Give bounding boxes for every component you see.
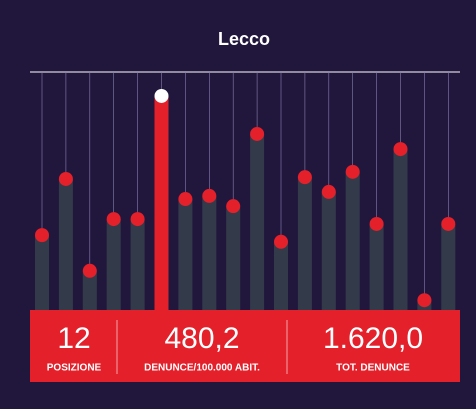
bar bbox=[441, 223, 456, 310]
dot bbox=[82, 263, 97, 278]
dot bbox=[58, 171, 73, 186]
bar bbox=[369, 223, 384, 310]
stat-label: POSIZIONE bbox=[47, 363, 102, 374]
bar bbox=[250, 133, 265, 310]
dot bbox=[369, 216, 384, 231]
chart-title: Lecco bbox=[218, 29, 270, 49]
bar bbox=[178, 199, 193, 310]
bar bbox=[393, 149, 408, 310]
bar bbox=[82, 270, 97, 310]
dot bbox=[202, 188, 217, 203]
stat-value: 1.620,0 bbox=[323, 322, 423, 355]
dot bbox=[250, 126, 265, 141]
dot bbox=[106, 212, 121, 227]
dot bbox=[130, 212, 145, 227]
stats-panel bbox=[30, 310, 460, 382]
dot bbox=[393, 142, 408, 157]
dot bbox=[35, 228, 49, 243]
bar bbox=[35, 235, 49, 310]
dot bbox=[345, 164, 360, 179]
dot bbox=[441, 216, 456, 231]
dot bbox=[154, 88, 169, 103]
dot bbox=[417, 293, 432, 308]
dot bbox=[274, 234, 288, 249]
bar bbox=[345, 171, 360, 310]
bar bbox=[297, 177, 312, 310]
stat-value: 12 bbox=[57, 322, 90, 355]
bar bbox=[130, 219, 145, 310]
dot bbox=[226, 199, 241, 214]
bar bbox=[154, 95, 169, 311]
dot bbox=[321, 184, 336, 199]
bar bbox=[58, 178, 73, 310]
dot bbox=[178, 192, 193, 207]
stat-label: TOT. DENUNCE bbox=[336, 363, 410, 374]
bar bbox=[321, 191, 336, 310]
bar bbox=[202, 195, 217, 310]
stat-value: 480,2 bbox=[164, 322, 239, 355]
stat-label: DENUNCE/100.000 ABIT. bbox=[144, 363, 260, 374]
bar bbox=[226, 206, 241, 310]
bar bbox=[106, 219, 121, 310]
bar bbox=[274, 241, 288, 310]
dot bbox=[297, 170, 312, 185]
